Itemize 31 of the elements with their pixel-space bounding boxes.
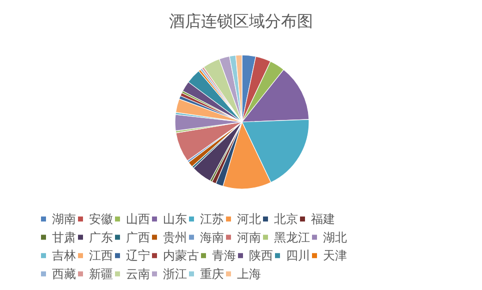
- legend-label: 甘肃: [52, 230, 76, 244]
- legend-label: 广东: [89, 230, 113, 244]
- legend-label: 陕西: [249, 248, 273, 263]
- legend-label: 湖南: [52, 212, 76, 226]
- legend-label: 吉林: [52, 248, 76, 263]
- legend-label: 海南: [200, 230, 224, 244]
- legend-label: 北京: [274, 212, 298, 226]
- legend-label: 新疆: [89, 266, 113, 281]
- legend-label: 贵州: [163, 230, 187, 244]
- legend-label: 天津: [323, 248, 347, 263]
- legend-label: 广西: [126, 230, 150, 244]
- legend-label: 重庆: [200, 266, 224, 281]
- legend-label: 安徽: [89, 212, 113, 226]
- legend-label: 青海: [212, 248, 236, 263]
- legend-label: 江西: [89, 248, 113, 263]
- chart-title: 酒店连锁区域分布图: [169, 12, 313, 30]
- legend-label: 西藏: [52, 266, 76, 281]
- legend-label: 黑龙江: [274, 230, 310, 244]
- legend-label: 湖北: [323, 230, 347, 244]
- legend-label: 山东: [163, 212, 187, 226]
- legend-label: 上海: [237, 266, 261, 281]
- legend-label: 内蒙古: [163, 248, 199, 263]
- legend-label: 山西: [126, 212, 150, 226]
- legend-label: 四川: [286, 248, 310, 263]
- legend-label: 河南: [237, 230, 261, 244]
- legend-label: 浙江: [163, 266, 187, 281]
- legend-label: 福建: [311, 212, 335, 226]
- legend-label: 云南: [126, 266, 150, 281]
- legend-label: 江苏: [200, 212, 224, 226]
- legend-label: 河北: [237, 212, 261, 226]
- legend-label: 辽宁: [126, 248, 150, 263]
